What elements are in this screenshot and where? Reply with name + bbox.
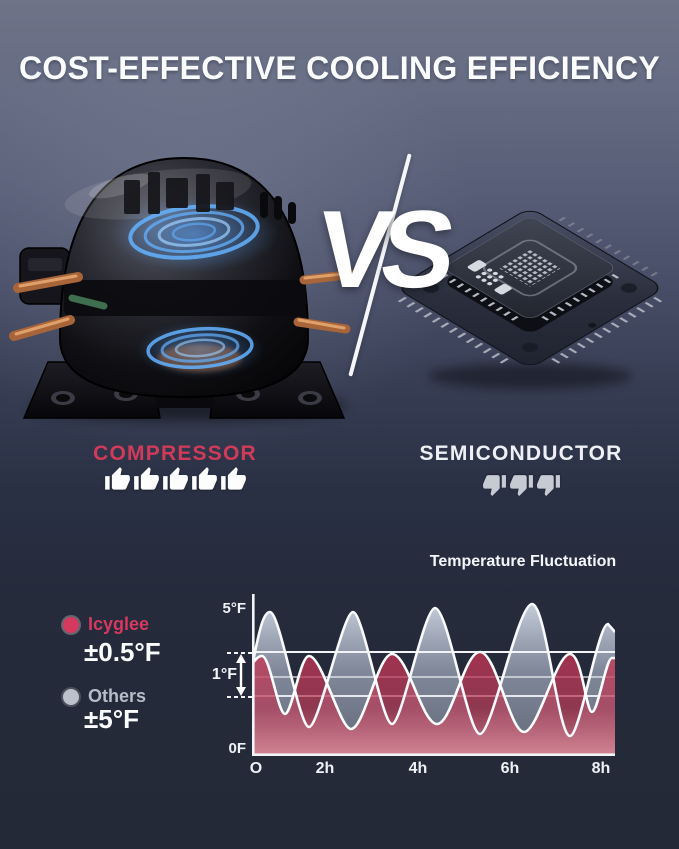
semiconductor-label: SEMICONDUCTOR [419,442,623,465]
y-tick-0f: 0F [228,740,246,757]
vs-label: VS [310,188,453,311]
legend-others-value: ±5°F [84,704,140,734]
page-title: COST-EFFECTIVE COOLING EFFICIENCY [18,50,661,86]
chip-contact-pads [467,260,512,295]
compressor-rating [60,466,290,493]
y-tick-5f: 5°F [222,600,246,617]
others-series-line [252,602,615,738]
legend-icyglee-dot [63,617,79,633]
thumb-down-icon [536,472,561,497]
semiconductor-rating [406,472,636,497]
legend-icyglee-name: Icyglee [88,614,150,634]
thumb-down-icon [509,472,534,497]
compressor-image [9,156,359,421]
icyglee-series-area [252,652,615,754]
x-tick-4h: 4h [408,760,428,777]
legend-icyglee-value: ±0.5°F [84,637,161,667]
thumb-up-icon [220,466,247,493]
compressor-coil-glow-bottom [146,326,254,370]
x-tick-8h: 8h [591,760,611,777]
x-tick-6h: 6h [500,760,520,777]
temperature-chart-plot [252,594,615,756]
x-tick-origin: O [249,760,263,777]
thumb-down-icon [482,472,507,497]
thumb-up-icon [162,466,189,493]
thumb-up-icon [133,466,160,493]
y-tick-1f: 1°F [211,666,237,683]
legend-others-name: Others [88,686,147,706]
chip-die-grid [498,249,562,287]
others-series-area [252,604,615,754]
icyglee-series-line [252,650,615,734]
semiconductor-image [397,210,663,389]
x-tick-2h: 2h [315,760,335,777]
thumb-up-icon [104,466,131,493]
compressor-coil-glow-top [128,204,260,260]
chart-title: Temperature Fluctuation [429,553,617,570]
legend-others-dot [63,689,79,705]
thumb-up-icon [191,466,218,493]
compressor-label: COMPRESSOR [93,442,257,465]
compressor-pipes [9,269,359,341]
chip-shadow [428,363,632,389]
band-range-arrow [227,652,255,698]
